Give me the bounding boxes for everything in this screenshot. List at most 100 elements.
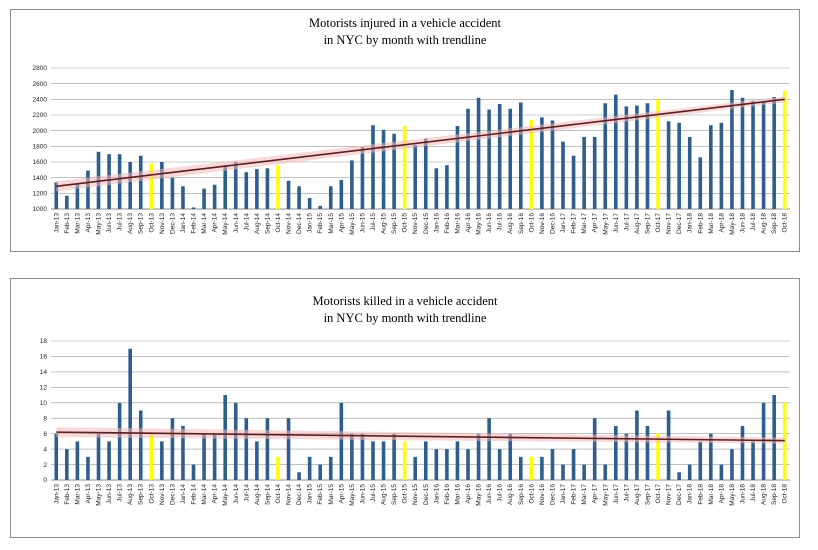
killed-x-tick-label: Jun-15 — [359, 484, 366, 504]
killed-x-tick-label: Oct-16 — [528, 484, 535, 504]
injured-x-tick-label: Dec-15 — [423, 213, 430, 234]
injured-x-tick-label: Sep-18 — [771, 213, 778, 234]
killed-bar-aug-16 — [508, 433, 513, 480]
killed-bar-jul-17 — [624, 433, 629, 480]
killed-x-tick-label: Oct-17 — [655, 484, 662, 504]
injured-bar-jan-15 — [307, 198, 312, 209]
injured-bar-may-17 — [603, 103, 608, 209]
killed-y-tick-label: 4 — [43, 446, 47, 453]
killed-x-tick-label: Apr-14 — [212, 484, 219, 504]
killed-title-line-2: in NYC by month with trendline — [323, 311, 487, 325]
injured-x-tick-label: Jul-13 — [117, 213, 124, 231]
killed-bar-nov-15 — [413, 456, 418, 480]
injured-x-tick-label: Dec-17 — [676, 213, 683, 234]
injured-x-tick-label: Mar-13 — [74, 213, 81, 234]
injured-x-tick-label: Sep-15 — [391, 213, 398, 234]
killed-x-tick-label: Jun-14 — [233, 484, 240, 504]
killed-bar-may-16 — [476, 433, 481, 480]
injured-bar-jul-15 — [371, 125, 375, 209]
killed-x-tick-label: Apr-13 — [85, 484, 92, 504]
injured-x-tick-label: Jan-14 — [180, 213, 187, 233]
killed-y-tick-label: 2 — [43, 462, 47, 469]
killed-bar-oct-15 — [402, 441, 407, 480]
injured-bar-sep-14 — [265, 168, 270, 209]
injured-x-tick-label: May-15 — [349, 213, 356, 235]
killed-x-tick-label: Jan-15 — [307, 484, 314, 504]
injured-x-tick-label: Feb-18 — [697, 213, 704, 234]
injured-bar-aug-13 — [128, 162, 132, 209]
injured-bar-oct-14 — [276, 165, 280, 209]
killed-bar-dec-15 — [423, 441, 428, 480]
injured-y-tick-label: 2800 — [33, 65, 48, 72]
killed-x-tick-label: Jul-17 — [623, 484, 630, 502]
injured-x-tick-label: Aug-15 — [381, 213, 388, 234]
injured-chart-panel: Motorists injured in a vehicle accident … — [10, 9, 800, 252]
injured-x-tick-label: Oct-16 — [528, 213, 535, 233]
injured-bar-nov-17 — [666, 121, 671, 209]
injured-bar-feb-18 — [698, 157, 703, 209]
killed-x-tick-label: Feb-13 — [64, 484, 71, 505]
injured-y-tick-label: 2400 — [33, 97, 48, 104]
injured-trendline — [56, 98, 785, 188]
injured-x-tick-label: Jan-13 — [53, 213, 60, 233]
killed-y-tick-label: 18 — [40, 338, 48, 345]
injured-x-tick-label: Aug-18 — [761, 213, 768, 234]
injured-bar-oct-16 — [529, 119, 534, 209]
killed-x-tick-label: Dec-13 — [169, 484, 176, 505]
killed-x-tick-label: Oct-13 — [148, 484, 155, 504]
killed-bar-aug-17 — [635, 410, 639, 480]
injured-x-tick-label: Feb-15 — [317, 213, 324, 234]
killed-x-tick-label: Jun-16 — [486, 484, 493, 504]
killed-bar-mar-17 — [582, 464, 586, 480]
injured-x-tick-label: Apr-13 — [85, 213, 92, 233]
killed-x-tick-label: Jan-18 — [687, 484, 694, 504]
injured-bar-may-18 — [730, 89, 734, 209]
injured-bar-aug-16 — [508, 108, 513, 209]
injured-bar-apr-13 — [86, 170, 90, 209]
killed-x-tick-label: Feb-15 — [317, 484, 324, 505]
killed-x-tick-label: Sep-17 — [644, 484, 651, 505]
injured-x-tick-label: Jul-15 — [370, 213, 377, 231]
killed-x-tick-label: Mar-15 — [328, 484, 335, 505]
killed-x-tick-label: Jul-18 — [750, 484, 757, 502]
injured-y-tick-label: 1600 — [33, 159, 48, 166]
injured-bar-mar-15 — [328, 186, 333, 209]
injured-bar-nov-16 — [540, 117, 544, 209]
injured-bar-mar-18 — [709, 125, 713, 209]
injured-bar-aug-14 — [255, 169, 259, 209]
injured-bar-feb-14 — [191, 207, 196, 209]
killed-bar-mar-13 — [75, 441, 80, 480]
injured-bar-mar-14 — [202, 188, 206, 209]
killed-bar-aug-15 — [381, 441, 386, 480]
killed-x-tick-label: Jun-13 — [106, 484, 113, 504]
injured-x-tick-label: Dec-16 — [549, 213, 556, 234]
killed-chart-title: Motorists killed in a vehicle accident i… — [11, 293, 799, 327]
killed-bar-feb-16 — [445, 449, 449, 480]
killed-bar-sep-16 — [518, 456, 523, 480]
killed-bar-apr-13 — [86, 456, 90, 480]
killed-bar-apr-18 — [719, 464, 724, 480]
killed-bar-sep-14 — [265, 418, 270, 480]
injured-x-tick-label: May-18 — [729, 213, 736, 235]
injured-bar-mar-17 — [582, 136, 586, 209]
killed-bar-jan-16 — [434, 449, 439, 480]
killed-bar-feb-14 — [191, 464, 196, 480]
injured-x-tick-label: Mar-18 — [708, 213, 715, 234]
killed-x-tick-label: Aug-17 — [634, 484, 641, 505]
injured-x-tick-label: May-16 — [476, 213, 483, 235]
killed-x-tick-label: Jul-15 — [370, 484, 377, 502]
injured-bar-feb-16 — [445, 165, 449, 209]
killed-x-tick-label: Sep-14 — [264, 484, 271, 505]
injured-x-tick-label: Jan-16 — [433, 213, 440, 233]
injured-bar-oct-15 — [402, 125, 407, 209]
killed-bar-jun-14 — [233, 402, 238, 480]
killed-x-tick-label: Nov-17 — [666, 484, 673, 505]
injured-bar-jun-16 — [487, 109, 491, 209]
killed-bar-mar-16 — [455, 441, 460, 480]
injured-x-tick-label: Dec-14 — [296, 213, 303, 234]
killed-x-tick-label: Apr-15 — [338, 484, 345, 504]
killed-bar-sep-13 — [138, 410, 143, 480]
killed-bar-dec-14 — [297, 472, 301, 480]
killed-bar-dec-16 — [550, 449, 555, 480]
injured-bar-sep-15 — [392, 133, 396, 209]
